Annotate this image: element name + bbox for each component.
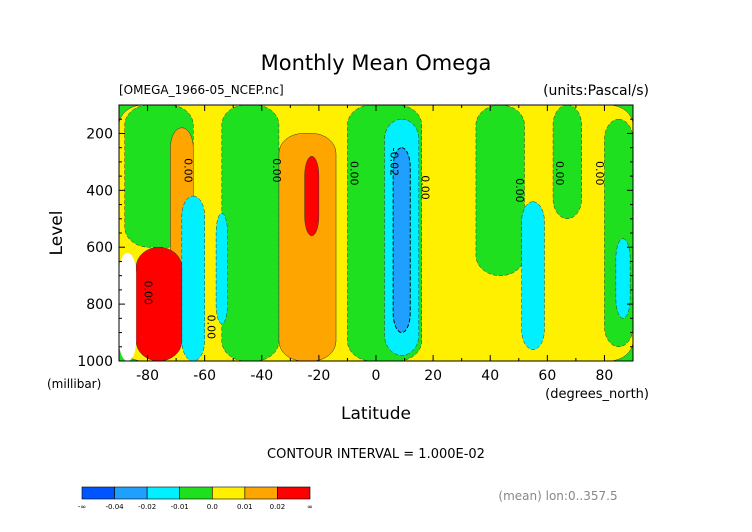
x-tick-label: 40: [481, 368, 499, 384]
x-axis-label: Latitude: [341, 404, 411, 424]
contour-band: [181, 195, 205, 361]
x-tick-label: -80: [136, 368, 159, 384]
colorbar-tick-label: 0.0: [207, 503, 218, 511]
contour-band: [278, 133, 337, 361]
contour-band: [521, 201, 545, 350]
y-axis-label: Level: [47, 211, 67, 256]
colorbar-swatch: [244, 486, 278, 500]
x-tick-label: -40: [250, 368, 273, 384]
colorbar-swatch: [81, 486, 115, 500]
contour-labels: 0.00 0.00 0.00 -0.02 0.00 0.00 0.00 0.00 0.00 0.0…: [142, 148, 606, 339]
mean-label: (mean) lon:0..357.5: [498, 489, 617, 503]
y-tick-label: 800: [86, 297, 113, 313]
contour-band: [552, 105, 582, 220]
colorbar-swatch: [179, 486, 213, 500]
contour-label: 0.00: [419, 175, 432, 200]
contour-band: [615, 238, 631, 319]
colorbar-tick-label: -0.04: [106, 503, 125, 511]
contour-label: 0.00: [553, 161, 566, 186]
colorbar-swatch: [146, 486, 181, 500]
y-axis-units: (millibar): [47, 377, 101, 391]
x-axis-units: (degrees_north): [545, 387, 649, 402]
contour-bands: [119, 105, 633, 361]
contour-band: [119, 252, 137, 361]
y-tick-label: 600: [86, 240, 113, 256]
contour-label: 0.00: [205, 315, 218, 340]
contour-label: 0.00: [513, 178, 526, 203]
y-axis: 200 400 600 800 1000: [77, 104, 633, 370]
plot-area: 0.00 0.00 0.00 -0.02 0.00 0.00 0.00 0.00 0.00 0.0…: [119, 105, 633, 361]
contour-band: [215, 212, 228, 325]
x-tick-label: 80: [596, 368, 614, 384]
contour-band: [304, 155, 320, 237]
file-label: [OMEGA_1966-05_NCEP.nc]: [119, 83, 284, 97]
x-axis: -80 -60 -40 -20 0 20 40 60 80: [118, 105, 634, 384]
colorbar-tick-label: 0.01: [237, 503, 253, 511]
colorbar: -∞ -0.04 -0.02 -0.01 0.0 0.01 0.02 ∞: [78, 486, 313, 511]
x-tick-label: -60: [193, 368, 216, 384]
contour-label: 0.00: [142, 280, 155, 305]
contour-band: [221, 105, 280, 361]
x-tick-label: 60: [538, 368, 556, 384]
contour-label: 0.00: [182, 158, 195, 183]
x-tick-label: -20: [307, 368, 330, 384]
contour-label: -0.02: [387, 148, 400, 176]
colorbar-tick-label: 0.02: [270, 503, 286, 511]
colorbar-tick-label: ∞: [307, 503, 313, 511]
contour-label: 0.00: [593, 161, 606, 186]
colorbar-tick-label: -0.02: [138, 503, 156, 511]
colorbar-swatch: [211, 486, 246, 500]
y-tick-label: 400: [86, 183, 113, 199]
x-tick-label: 0: [372, 368, 381, 384]
colorbar-tick-label: -∞: [78, 503, 86, 511]
chart-title: Monthly Mean Omega: [261, 51, 492, 75]
colorbar-swatch: [277, 486, 311, 500]
contour-label: 0.00: [347, 161, 360, 186]
x-tick-label: 20: [424, 368, 442, 384]
y-tick-label: 1000: [77, 354, 113, 370]
contour-band: [475, 105, 525, 276]
colorbar-tick-label: -0.01: [171, 503, 189, 511]
contour-interval-label: CONTOUR INTERVAL = 1.000E-02: [267, 447, 485, 462]
y-tick-label: 200: [86, 126, 113, 142]
contour-label: 0.00: [270, 158, 283, 183]
units-label: (units:Pascal/s): [543, 83, 649, 99]
colorbar-swatch: [114, 486, 148, 500]
contour-band: [392, 147, 411, 334]
